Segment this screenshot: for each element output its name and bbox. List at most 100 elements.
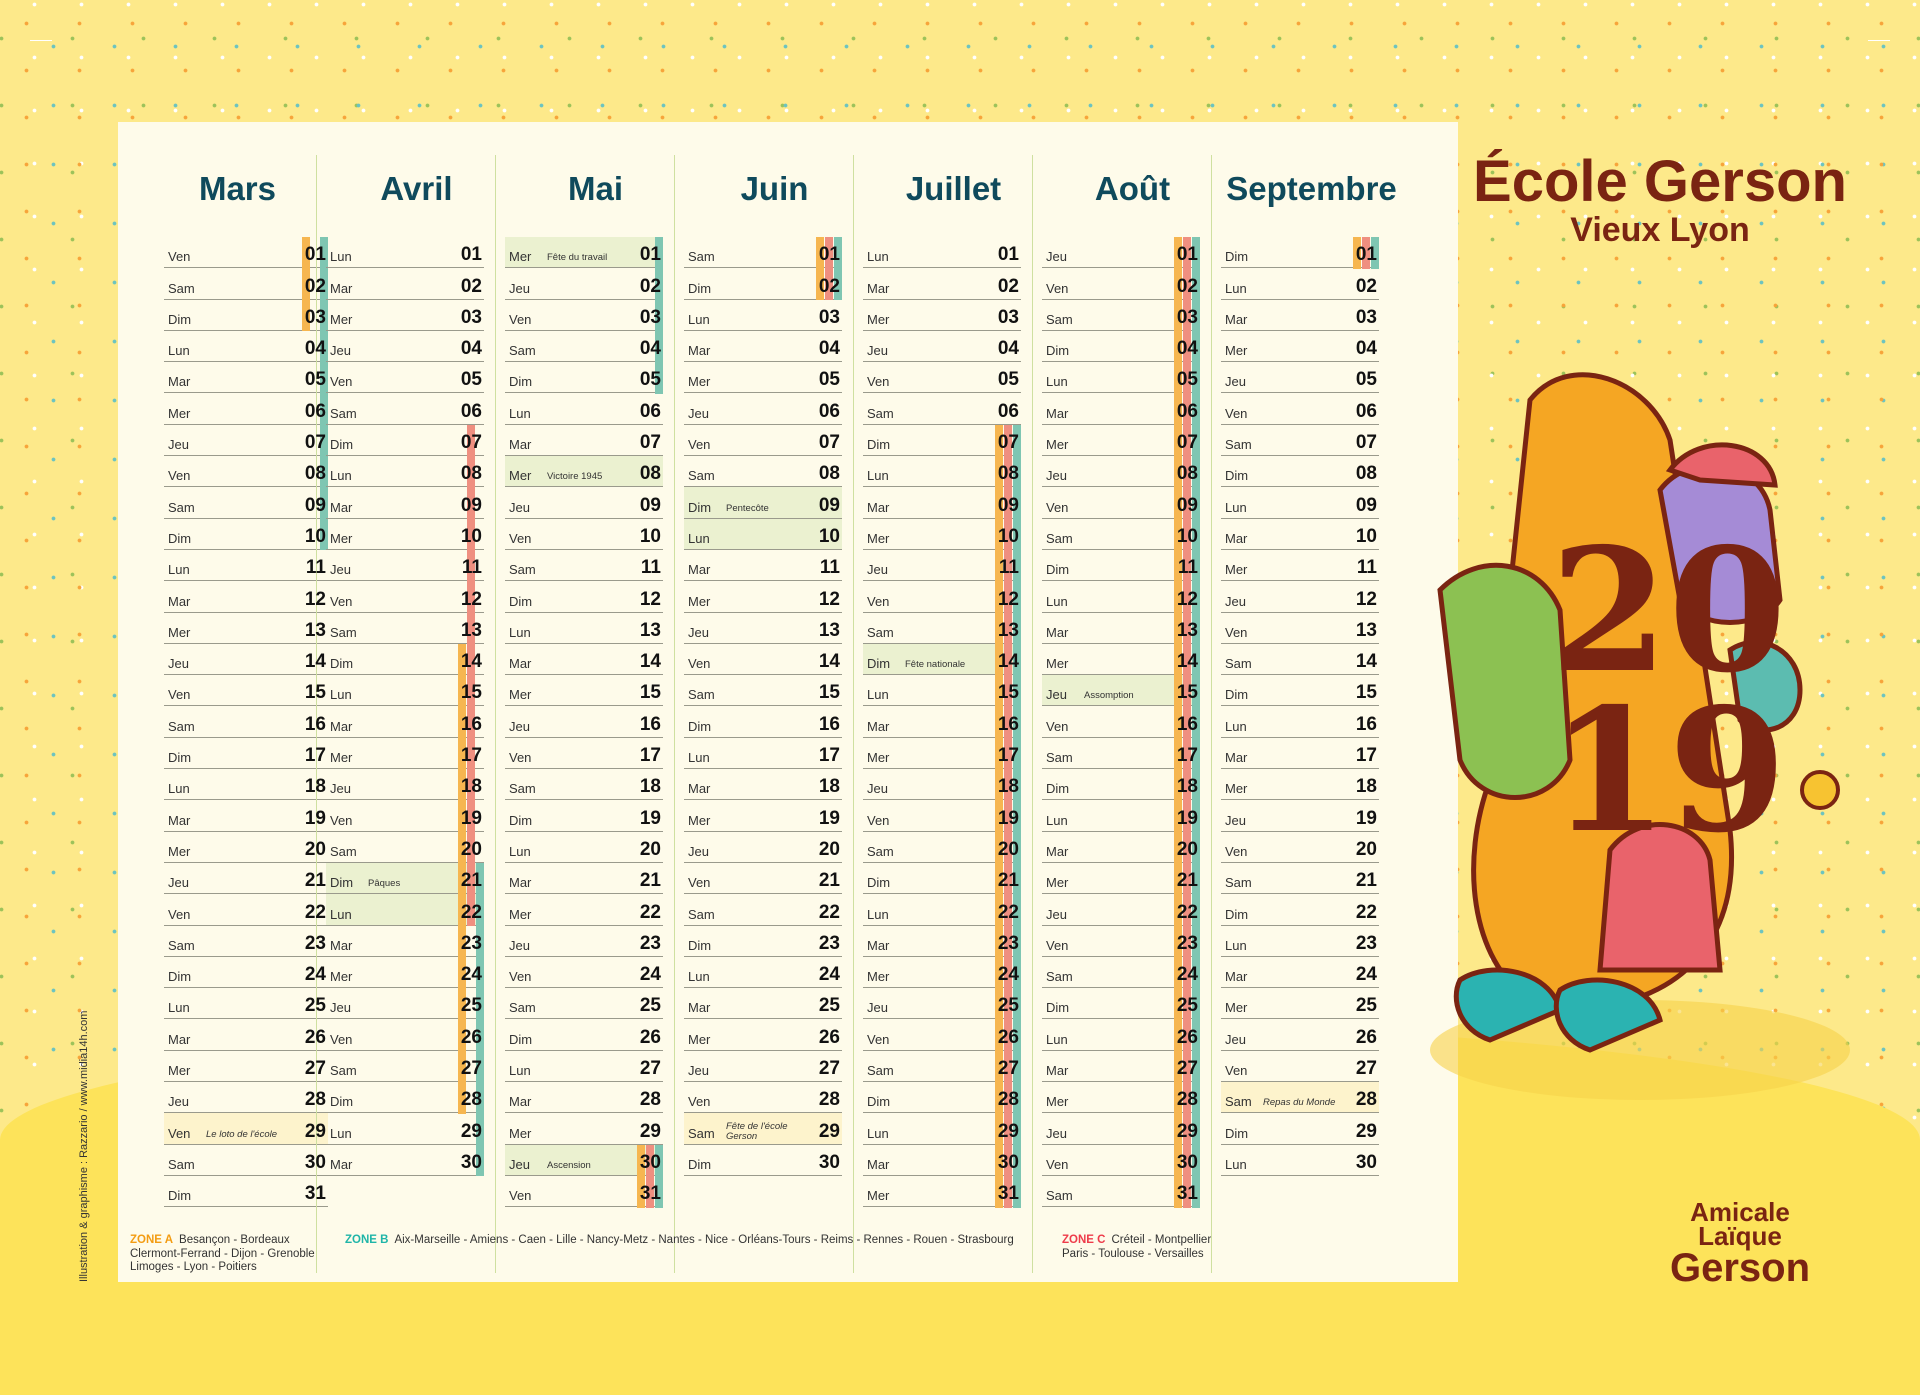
day-name: Dim <box>1225 249 1249 265</box>
vacation-stripe-zone-b <box>476 894 484 927</box>
day-number: 13 <box>1355 619 1377 641</box>
day-name: Mer <box>688 1031 711 1047</box>
vacation-stripe-zone-b <box>1192 800 1200 833</box>
vacation-stripe-zone-c <box>1004 456 1012 488</box>
vacation-stripe-zone-b <box>320 424 328 457</box>
day-name: Ven <box>509 1188 532 1204</box>
day-number: 16 <box>997 713 1019 735</box>
day-row: Mar 24 <box>1221 957 1379 989</box>
zone-label: ZONE B <box>345 1234 389 1246</box>
day-row: Jeu 25 <box>863 988 1021 1020</box>
vacation-stripe-zone-b <box>1013 456 1021 488</box>
vacation-stripe-zone-b <box>1013 1050 1021 1083</box>
day-row: Jeu 28 <box>164 1082 328 1114</box>
day-number: 31 <box>997 1183 1019 1205</box>
day-name: Mar <box>330 718 353 734</box>
day-row: Lun 09 <box>1221 487 1379 519</box>
vacation-stripe-zone-a <box>995 831 1003 864</box>
day-number: 06 <box>639 400 661 422</box>
day-row: Ven 05 <box>326 362 484 394</box>
day-number: 09 <box>460 494 482 516</box>
vacation-stripe-zone-b <box>1013 1144 1021 1177</box>
vacation-stripe-zone-b <box>1192 518 1200 551</box>
vacation-stripe-zone-c <box>1183 675 1191 707</box>
day-row: Mer 14 <box>1042 643 1200 676</box>
day-number: 03 <box>304 306 326 328</box>
day-row: Ven 12 <box>326 581 484 614</box>
event-label: Pentecôte <box>726 502 769 514</box>
day-name: Mar <box>509 1094 532 1110</box>
day-row: Jeu 18 <box>863 769 1021 801</box>
day-row: Mar 16 <box>326 706 484 739</box>
day-row: Dim 02 <box>684 268 842 301</box>
day-number: 17 <box>639 745 661 767</box>
vacation-stripe-zone-a <box>1174 612 1182 645</box>
day-number: 21 <box>460 870 482 892</box>
day-name: Sam <box>1225 656 1252 672</box>
vacation-stripe-zone-b <box>1013 424 1021 457</box>
vacation-stripe-zone-a <box>1174 737 1182 770</box>
day-name: Sam <box>1046 311 1073 327</box>
vacation-stripe-zone-b <box>1192 1175 1200 1208</box>
vacation-stripe-zone-a <box>302 299 310 332</box>
vacation-stripe-zone-b <box>1013 956 1021 989</box>
day-name: Sam <box>330 843 357 859</box>
day-number: 23 <box>1355 932 1377 954</box>
day-number: 03 <box>997 306 1019 328</box>
vacation-stripe-zone-c <box>1183 737 1191 770</box>
vacation-stripe-zone-a <box>1174 643 1182 676</box>
day-name: Dim <box>509 812 533 828</box>
vacation-stripe-zone-b <box>476 1019 484 1052</box>
day-number: 29 <box>1176 1120 1198 1142</box>
vacation-stripe-zone-c <box>1004 487 1012 520</box>
day-number: 30 <box>1176 1151 1198 1173</box>
day-name: Dim <box>1046 1000 1070 1016</box>
day-row: Ven 22 <box>164 894 328 926</box>
day-name: Lun <box>1046 593 1068 609</box>
day-number: 16 <box>818 713 840 735</box>
vacation-stripe-zone-b <box>1013 800 1021 833</box>
day-row: Jeu 08 <box>1042 456 1200 488</box>
day-number: 25 <box>304 995 326 1017</box>
vacation-stripe-zone-c <box>1183 518 1191 551</box>
day-row: Jeu 01 <box>1042 237 1200 269</box>
day-name: Sam <box>688 1125 715 1141</box>
vacation-stripe-zone-a <box>816 237 824 269</box>
day-number: 09 <box>1355 494 1377 516</box>
day-row: Jeu 04 <box>326 331 484 363</box>
vacation-stripe-zone-c <box>1183 925 1191 958</box>
day-row: Mer 05 <box>684 362 842 394</box>
day-row: Dim 04 <box>1042 330 1200 363</box>
vacation-stripe-zone-a <box>458 956 466 989</box>
day-row: Ven 13 <box>1221 613 1379 644</box>
vacation-stripe-zone-a <box>1174 362 1182 394</box>
day-row: Ven 06 <box>1221 393 1379 425</box>
day-number: 25 <box>1176 995 1198 1017</box>
day-row: Lun 23 <box>1221 926 1379 957</box>
day-number: 19 <box>460 807 482 829</box>
vacation-stripe-zone-b <box>834 237 842 269</box>
day-name: Sam <box>168 1156 195 1172</box>
month-title: Mars <box>198 170 277 207</box>
day-row: Dim 23 <box>684 926 842 957</box>
day-name: Mar <box>330 937 353 953</box>
day-row: Mer 26 <box>684 1019 842 1051</box>
event-label: Pâques <box>368 878 401 890</box>
vacation-stripe-zone-b <box>655 299 663 332</box>
vacation-stripe-zone-b <box>1013 549 1021 582</box>
day-name: Dim <box>688 280 712 296</box>
day-row: Jeu Assomption 15 <box>1042 675 1200 707</box>
day-row: Lun 15 <box>326 675 484 707</box>
day-name: Ven <box>330 374 353 390</box>
day-number: 16 <box>639 713 661 735</box>
day-number: 29 <box>639 1120 661 1142</box>
vacation-stripe-zone-a <box>1174 956 1182 989</box>
vacation-stripe-zone-b <box>655 268 663 301</box>
vacation-stripe-zone-c <box>1183 831 1191 864</box>
vacation-stripe-zone-b <box>1192 362 1200 394</box>
day-name: Mer <box>168 1063 191 1079</box>
amicale-logo: Amicale Laïque Gerson <box>1660 1199 1820 1288</box>
day-number: 04 <box>639 338 661 360</box>
day-row: Jeu 23 <box>505 926 663 957</box>
day-row: Mar 21 <box>505 863 663 895</box>
